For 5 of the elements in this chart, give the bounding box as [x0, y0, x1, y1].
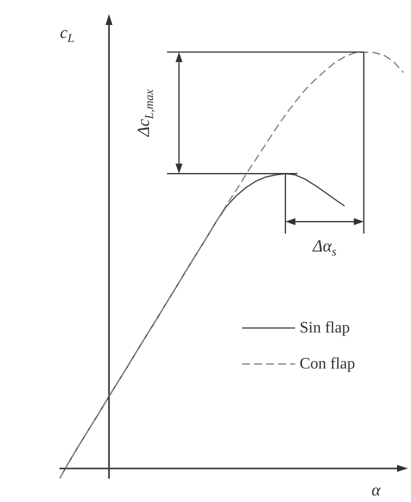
y-axis-title: c$_{L}$: [60, 23, 75, 45]
legend-label: Con flap: [300, 356, 356, 372]
legend-label: Sin flap: [300, 320, 350, 336]
annotation: Δα$_{s}$: [312, 236, 337, 259]
x-axis-title: α: [372, 480, 382, 500]
